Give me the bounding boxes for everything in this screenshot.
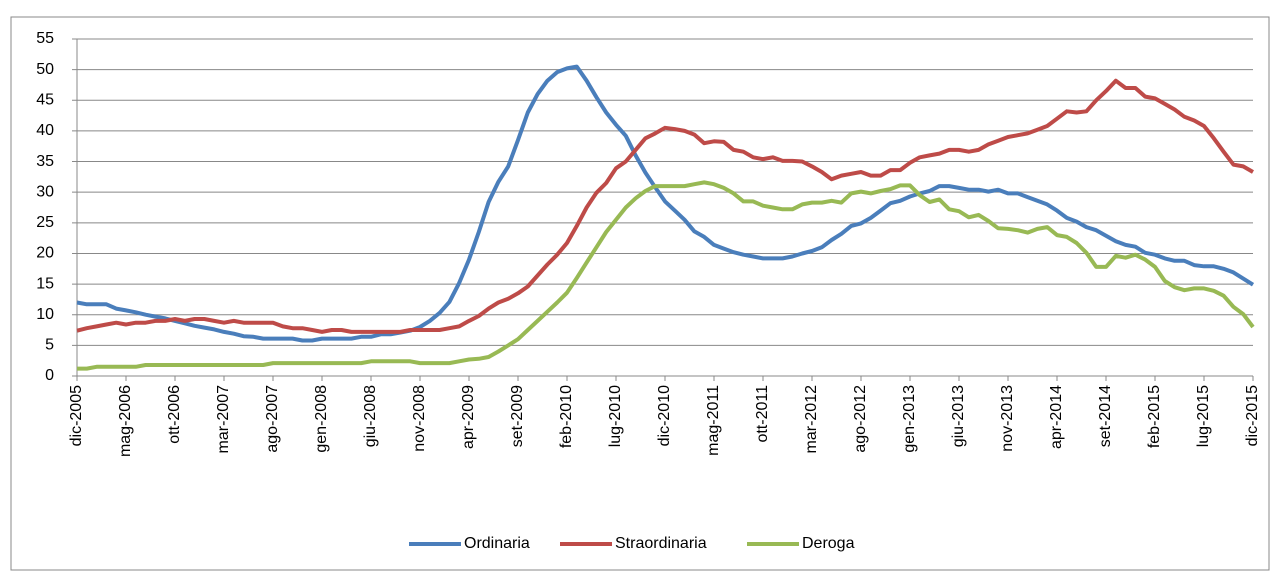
x-tick-label: feb-2010 (558, 385, 575, 448)
x-tick-label: set-2009 (509, 385, 526, 447)
y-tick-label: 55 (36, 30, 54, 47)
x-tick-label: ago-2007 (264, 385, 281, 453)
x-tick-label: dic-2015 (1244, 385, 1261, 446)
x-tick-label: mar-2012 (803, 385, 820, 454)
legend-label: Ordinaria (464, 535, 530, 552)
legend-label: Deroga (802, 535, 855, 552)
x-tick-label: dic-2010 (656, 385, 673, 446)
y-tick-label: 5 (45, 337, 54, 354)
x-tick-label: lug-2015 (1195, 385, 1212, 447)
x-tick-label: giu-2008 (362, 385, 379, 447)
y-tick-label: 25 (36, 214, 54, 231)
x-tick-label: ott-2006 (166, 385, 183, 444)
y-tick-label: 10 (36, 306, 54, 323)
y-tick-label: 40 (36, 122, 54, 139)
x-tick-label: nov-2008 (411, 385, 428, 452)
x-tick-label: ott-2011 (754, 385, 771, 443)
x-tick-label: mar-2007 (215, 385, 232, 454)
series-line (76, 78, 1254, 334)
series-line (77, 180, 1255, 371)
x-tick-label: feb-2015 (1146, 385, 1163, 448)
chart-border (10, 16, 1270, 571)
x-tick-label: dic-2005 (68, 385, 85, 446)
y-tick-label: 15 (36, 275, 54, 292)
y-tick-label: 35 (36, 153, 54, 170)
x-tick-label: mag-2006 (117, 385, 134, 457)
x-tick-label: ago-2012 (852, 385, 869, 453)
x-tick-label: apr-2014 (1048, 385, 1065, 449)
x-tick-label: giu-2013 (950, 385, 967, 447)
y-tick-label: 20 (36, 245, 54, 262)
x-tick-label: lug-2010 (607, 385, 624, 447)
x-tick-label: nov-2013 (999, 385, 1016, 452)
series-line (76, 64, 1255, 343)
y-tick-label: 50 (36, 61, 54, 78)
x-tick-label: gen-2008 (313, 385, 330, 453)
x-tick-label: gen-2013 (901, 385, 918, 453)
y-tick-label: 0 (45, 367, 54, 384)
x-tick-label: set-2014 (1097, 385, 1114, 447)
x-tick-label: mag-2011 (705, 385, 722, 456)
legend-label: Straordinaria (615, 535, 707, 552)
x-tick-label: apr-2009 (460, 385, 477, 449)
y-tick-label: 45 (36, 91, 54, 108)
y-tick-label: 30 (36, 183, 54, 200)
